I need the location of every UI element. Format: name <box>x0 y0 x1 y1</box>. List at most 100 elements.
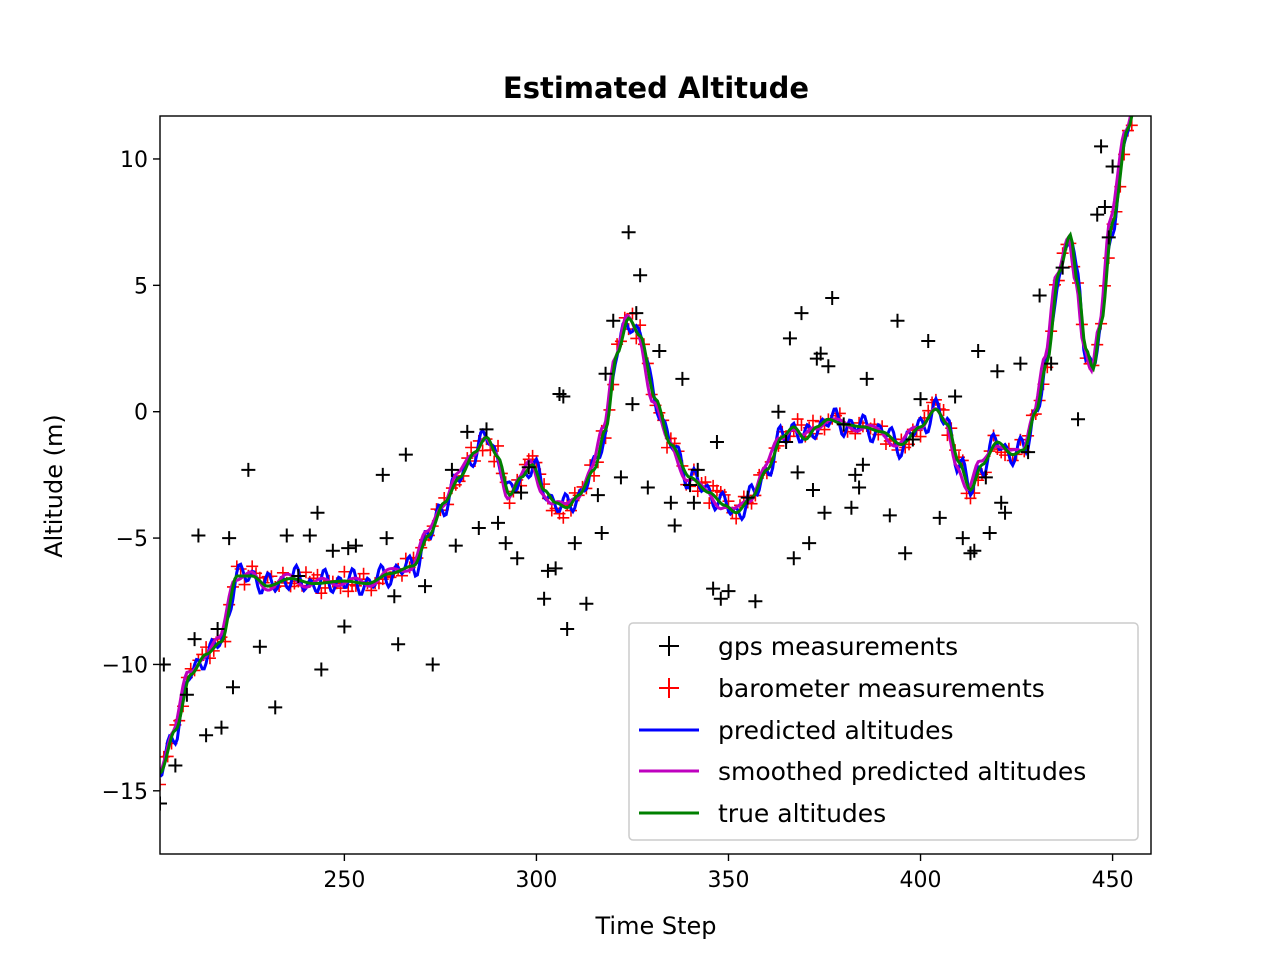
gps-point <box>210 622 225 637</box>
gps-point <box>683 478 698 492</box>
barometer-point <box>806 414 819 427</box>
gps-point <box>268 700 283 715</box>
gps-point <box>314 662 329 677</box>
gps-point <box>444 462 459 477</box>
gps-point <box>836 417 851 432</box>
gps-point <box>855 457 870 472</box>
gps-point <box>598 366 613 381</box>
gps-point <box>782 331 797 346</box>
y-tick-label: 5 <box>134 274 148 299</box>
gps-point <box>325 543 340 558</box>
gps-point <box>955 531 970 546</box>
gps-point <box>560 622 575 637</box>
gps-point <box>606 313 621 328</box>
x-tick-label: 400 <box>900 868 942 893</box>
gps-point <box>932 510 947 525</box>
gps-point <box>967 543 982 558</box>
gps-point <box>168 758 183 773</box>
legend-label-smoothed: smoothed predicted altitudes <box>718 757 1086 786</box>
gps-point <box>663 495 678 510</box>
gps-point <box>302 528 317 543</box>
gps-point <box>398 447 413 462</box>
gps-point <box>479 422 494 437</box>
gps-point <box>341 541 356 556</box>
gps-point <box>771 404 786 419</box>
gps-point <box>252 639 267 654</box>
gps-point <box>418 579 433 594</box>
gps-point <box>548 561 563 576</box>
legend-marker-gps <box>659 636 679 656</box>
barometer-point <box>299 566 312 579</box>
gps-point <box>790 465 805 480</box>
gps-point <box>640 480 655 495</box>
gps-point <box>625 397 640 412</box>
gps-point <box>379 531 394 546</box>
gps-point <box>199 728 214 743</box>
gps-point <box>652 344 667 359</box>
gps-point <box>491 515 506 530</box>
gps-point <box>579 596 594 611</box>
gps-point <box>971 344 986 359</box>
barometer-point <box>1130 103 1142 115</box>
gps-point <box>786 551 801 566</box>
gps-point <box>1101 230 1116 245</box>
gps-point <box>1013 356 1028 371</box>
y-tick-label: −15 <box>102 780 148 805</box>
x-axis: 250 300 350 400 450 <box>323 854 1134 893</box>
legend-label-true: true altitudes <box>718 799 886 828</box>
gps-point <box>686 495 701 510</box>
gps-point <box>279 528 294 543</box>
gps-point <box>521 460 536 475</box>
gps-point <box>387 589 402 604</box>
gps-point <box>713 591 728 606</box>
y-tick-label: 0 <box>134 401 148 426</box>
gps-point <box>898 546 913 561</box>
gps-point <box>990 364 1005 379</box>
gps-point <box>337 619 352 634</box>
gps-point <box>567 536 582 551</box>
gps-point <box>348 538 363 553</box>
gps-point <box>994 495 1009 510</box>
gps-point <box>690 462 705 477</box>
gps-point <box>540 563 555 578</box>
gps-point <box>160 796 167 811</box>
legend-label-gps: gps measurements <box>718 632 958 661</box>
x-tick-label: 450 <box>1092 868 1134 893</box>
gps-point <box>1055 260 1070 275</box>
gps-point <box>191 528 206 543</box>
gps-point <box>794 306 809 321</box>
y-tick-label: −10 <box>102 653 148 678</box>
y-tick-label: 10 <box>120 148 148 173</box>
gps-point <box>817 505 832 520</box>
barometer-point <box>338 565 351 578</box>
gps-point <box>1105 159 1120 174</box>
gps-point <box>1032 288 1047 303</box>
gps-point <box>998 505 1013 520</box>
gps-point <box>859 371 874 386</box>
gps-point <box>748 594 763 609</box>
gps-point <box>882 508 897 523</box>
y-tick-label: −5 <box>116 527 148 552</box>
gps-point <box>948 389 963 404</box>
gps-point <box>813 346 828 361</box>
x-tick-label: 300 <box>515 868 557 893</box>
plot-area <box>160 103 1142 811</box>
legend-marker-barometer <box>659 678 679 698</box>
gps-point <box>913 392 928 407</box>
gps-point <box>667 518 682 533</box>
gps-point <box>590 488 605 503</box>
chart-title: Estimated Altitude <box>503 71 809 105</box>
gps-point <box>890 313 905 328</box>
gps-point <box>721 584 736 599</box>
gps-point <box>241 462 256 477</box>
gps-point <box>1094 139 1109 154</box>
gps-point <box>160 657 171 672</box>
barometer-point <box>357 567 370 580</box>
gps-point <box>425 657 440 672</box>
gps-point <box>848 467 863 482</box>
x-axis-label: Time Step <box>594 912 716 940</box>
gps-point <box>291 568 306 583</box>
gps-point <box>675 371 690 386</box>
true-line <box>160 116 1134 775</box>
